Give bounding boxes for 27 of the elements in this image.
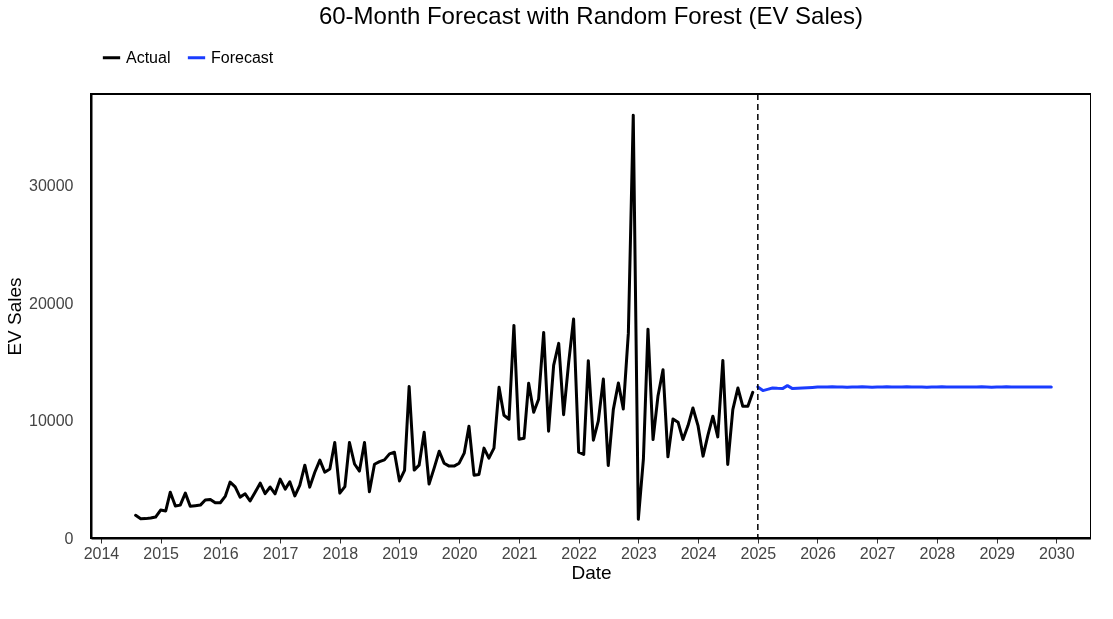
y-tick-label: 0: [64, 529, 74, 547]
legend-label: Actual: [126, 48, 171, 66]
x-tick-label: 2020: [441, 544, 478, 562]
x-tick-label: 2028: [919, 544, 956, 562]
x-tick-label: 2029: [979, 544, 1016, 562]
x-tick-label: 2021: [501, 544, 538, 562]
y-tick-label: 10000: [29, 412, 74, 430]
x-tick-label: 2018: [322, 544, 359, 562]
x-tick-label: 2025: [740, 544, 777, 562]
x-tick-label: 2015: [143, 544, 180, 562]
x-tick-label: 2030: [1039, 544, 1075, 562]
x-tick-label: 2016: [203, 544, 239, 562]
chart-title: 60-Month Forecast with Random Forest (EV Sales): [318, 2, 864, 29]
x-tick-label: 2014: [83, 544, 120, 562]
y-tick-label: 30000: [29, 177, 74, 195]
y-axis-title: EV Sales: [4, 277, 26, 356]
x-tick-label: 2024: [680, 544, 717, 562]
x-tick-label: 2017: [262, 544, 299, 562]
x-tick-label: 2026: [800, 544, 836, 562]
legend-label: Forecast: [211, 48, 274, 66]
line-series: [134, 113, 755, 521]
x-tick-label: 2022: [561, 544, 598, 562]
x-tick-label: 2023: [621, 544, 657, 562]
x-tick-label: 2019: [382, 544, 418, 562]
x-axis-title: Date: [571, 561, 612, 583]
y-tick-label: 20000: [29, 294, 74, 312]
x-tick-label: 2027: [859, 544, 896, 562]
